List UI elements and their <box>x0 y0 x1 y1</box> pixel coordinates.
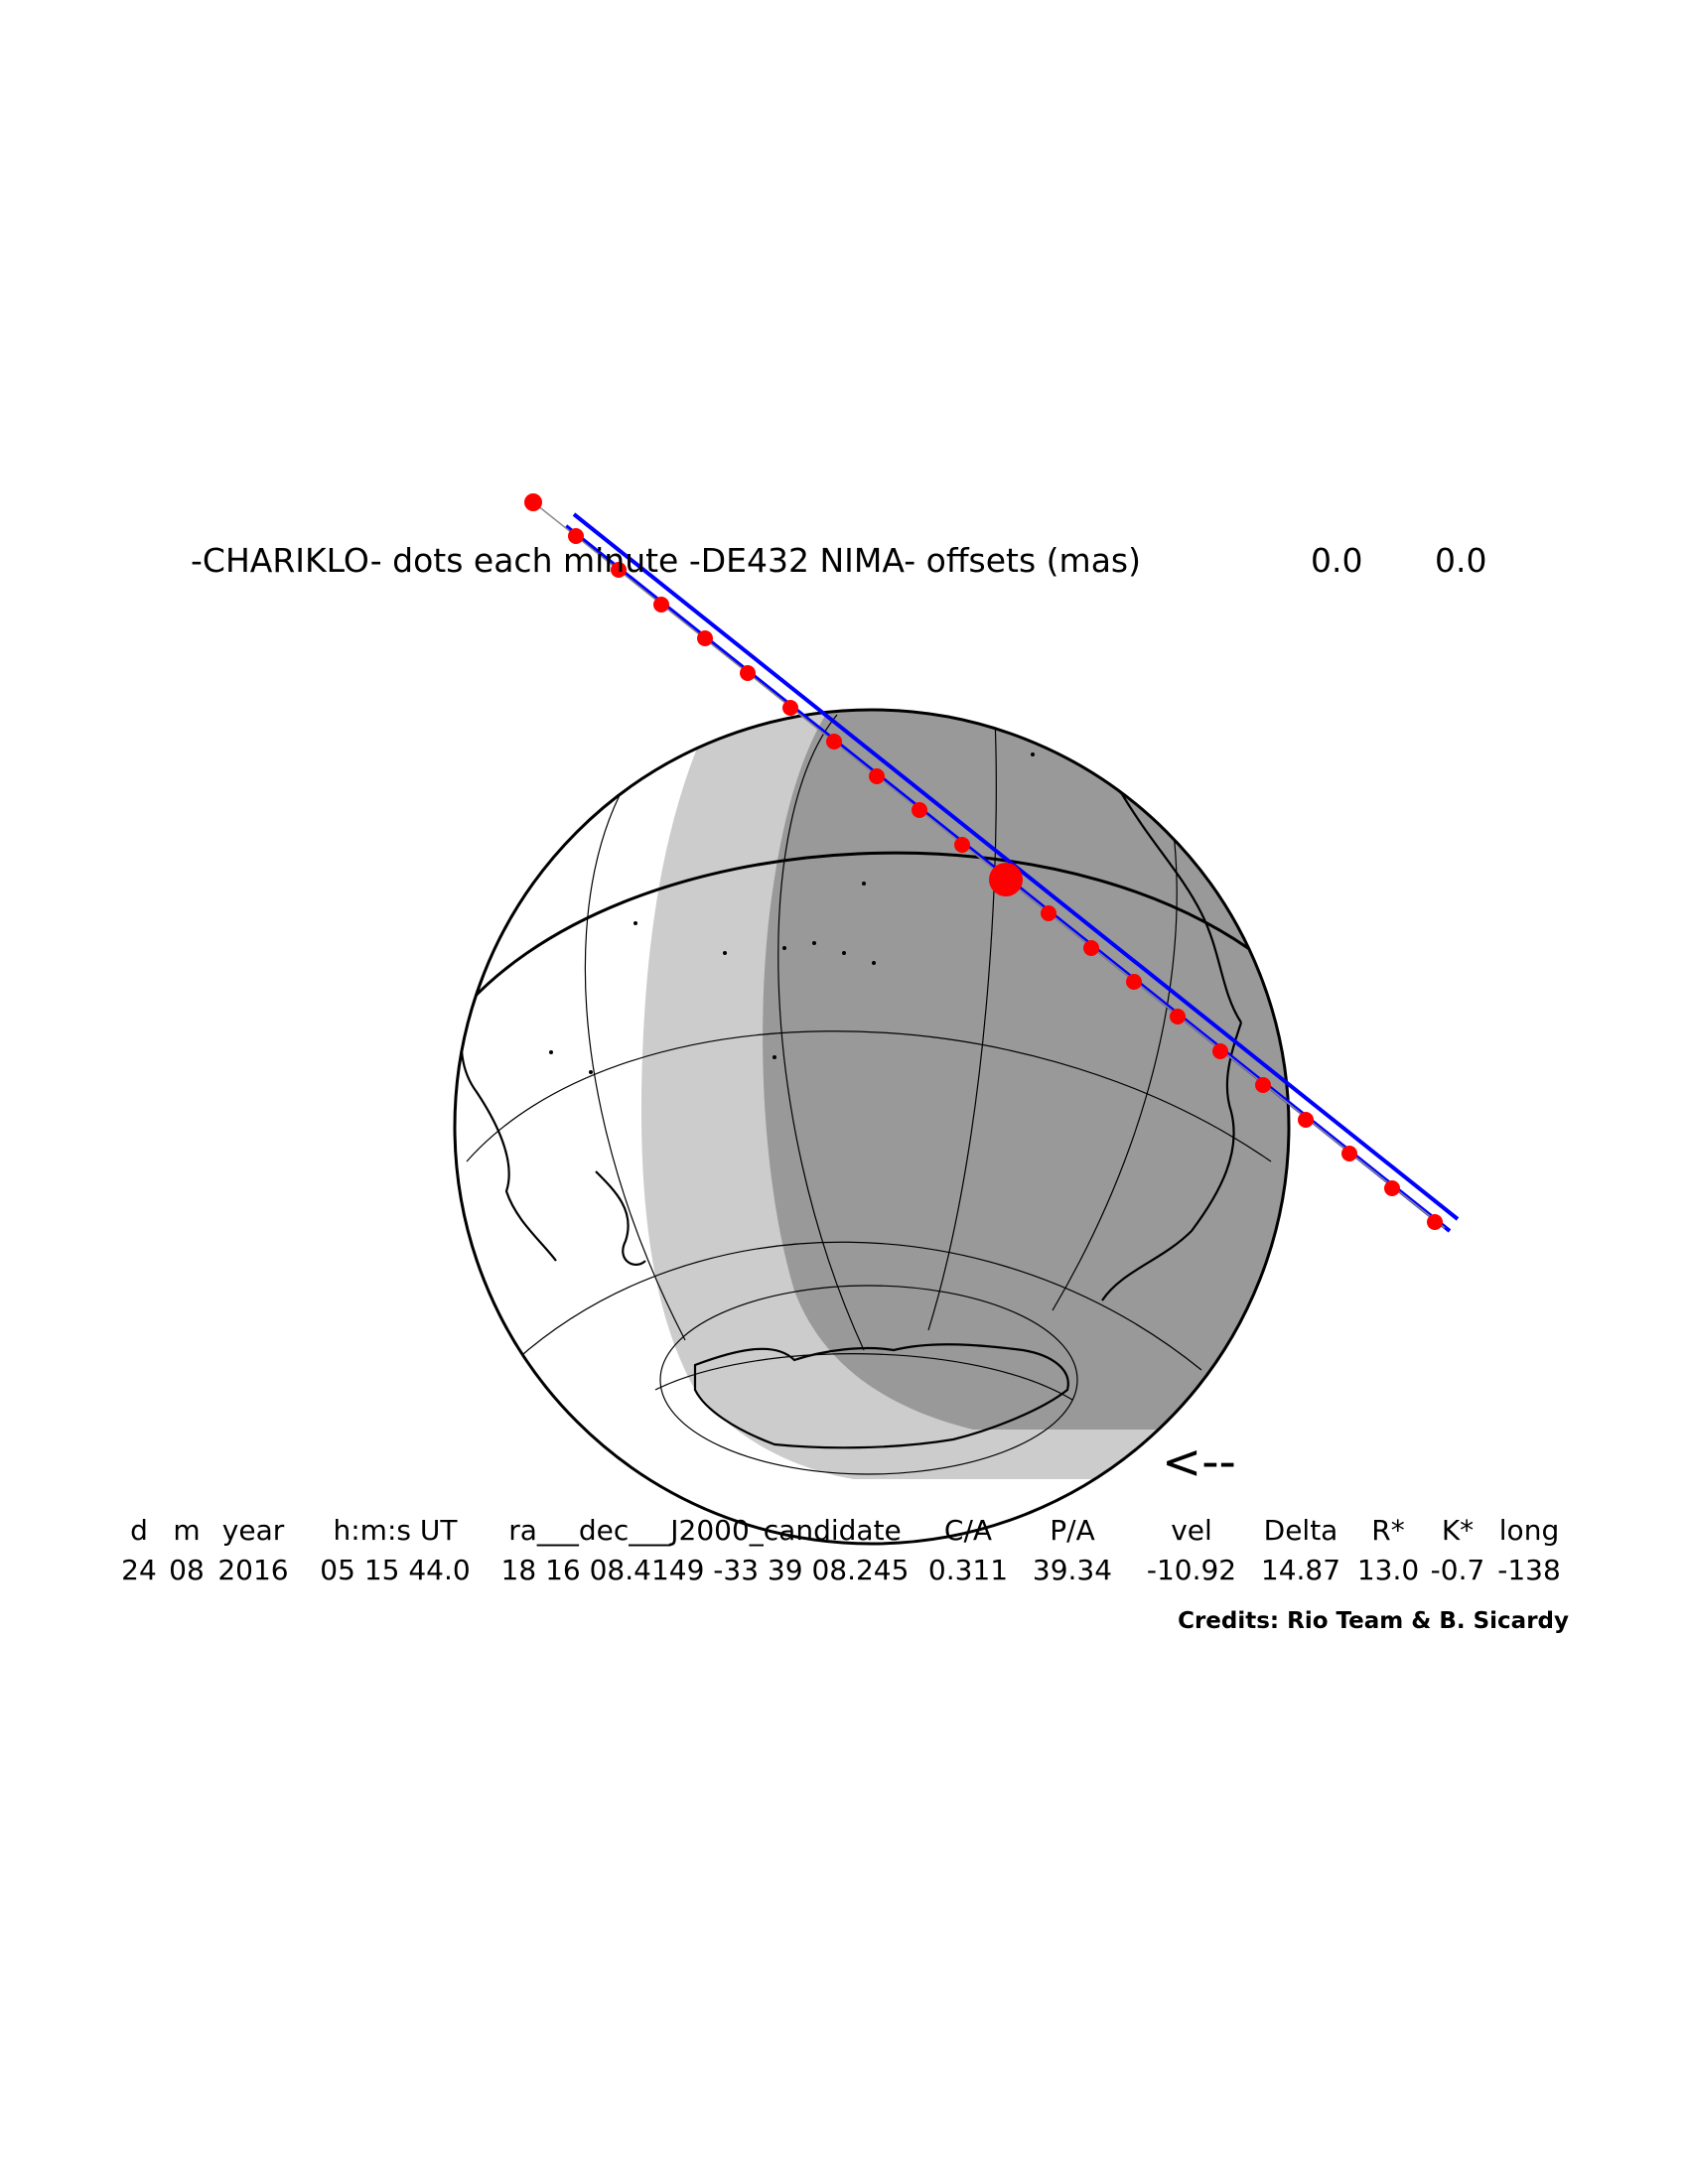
minute-dot <box>782 700 798 716</box>
direction-arrow: <-- <box>1162 1434 1236 1490</box>
table-header: P/A <box>1050 1514 1095 1547</box>
table-value: 39.34 <box>1032 1554 1113 1586</box>
table-header: vel <box>1171 1514 1212 1547</box>
graticule <box>466 710 1272 1401</box>
night-zone <box>763 710 1289 1430</box>
table-header: m <box>173 1514 201 1547</box>
offset-dec-value: 0.0 <box>1435 541 1487 580</box>
table-value: 05 15 44.0 <box>320 1554 471 1586</box>
minute-dot <box>740 665 756 681</box>
table-header: ra___dec___J2000_candidate <box>508 1514 902 1547</box>
minute-dot <box>1170 1009 1186 1024</box>
minute-dot <box>1341 1146 1357 1161</box>
table-value: 08 <box>169 1554 205 1586</box>
table-header: Delta <box>1263 1514 1338 1547</box>
table-header: h:m:s UT <box>333 1514 458 1547</box>
plot-title: -CHARIKLO- dots each minute -DE432 NIMA-… <box>191 541 1141 580</box>
table-header: long <box>1498 1514 1560 1547</box>
minute-dot <box>1041 905 1056 921</box>
minute-dot <box>568 528 584 544</box>
minute-dot <box>1427 1214 1443 1230</box>
table-header: d <box>130 1514 148 1547</box>
table-header: K* <box>1441 1514 1475 1547</box>
table-value: 13.0 <box>1356 1554 1420 1586</box>
closest-approach-dot <box>989 863 1023 896</box>
minute-dot <box>954 837 970 853</box>
table-value: 0.311 <box>927 1554 1009 1586</box>
minute-dot <box>826 734 842 750</box>
table-header: R* <box>1371 1514 1405 1547</box>
table-header: year <box>221 1514 285 1547</box>
minute-dot <box>1255 1077 1271 1093</box>
minute-dot <box>524 493 542 511</box>
table-value: 2016 <box>217 1554 289 1586</box>
table-value: -0.7 <box>1430 1554 1485 1586</box>
minute-dots <box>524 493 1443 1230</box>
table-value: -10.92 <box>1146 1554 1237 1586</box>
minute-dot <box>912 802 927 818</box>
minute-dot <box>697 630 713 646</box>
minute-dot <box>1083 940 1099 956</box>
polar-circle <box>659 1285 1078 1475</box>
table-value: -138 <box>1497 1554 1561 1586</box>
minute-dot <box>611 562 627 578</box>
table-value: 24 <box>121 1554 157 1586</box>
table-header: C/A <box>943 1514 993 1547</box>
table-value: 18 16 08.4149 -33 39 08.245 <box>500 1554 910 1586</box>
minute-dot <box>1384 1180 1400 1196</box>
minute-dot <box>1212 1043 1228 1059</box>
minute-dot <box>1298 1112 1314 1128</box>
offset-ra-value: 0.0 <box>1311 541 1363 580</box>
path-centerline <box>531 500 1446 1229</box>
equator-line <box>455 851 1289 1024</box>
table-value: 14.87 <box>1260 1554 1341 1586</box>
minute-dot <box>1126 974 1142 990</box>
credits: Credits: Rio Team & B. Sicardy <box>1178 1608 1569 1634</box>
minute-dot <box>869 768 885 784</box>
minute-dot <box>653 597 669 613</box>
globe-outline <box>453 708 1291 1546</box>
